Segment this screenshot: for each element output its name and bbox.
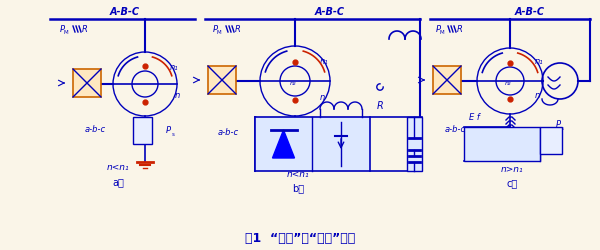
- Text: n<n₁: n<n₁: [287, 170, 310, 179]
- Bar: [540, 128, 562, 154]
- Bar: [407, 118, 422, 171]
- Text: M: M: [64, 30, 68, 35]
- Text: n: n: [320, 93, 325, 102]
- Text: n₁: n₁: [170, 63, 179, 72]
- Text: n: n: [535, 91, 540, 100]
- Text: n>n₁: n>n₁: [500, 165, 523, 174]
- Text: R: R: [235, 26, 241, 34]
- Text: E f: E f: [469, 113, 479, 122]
- Text: 图1  “单馈”与“双馈”电机: 图1 “单馈”与“双馈”电机: [245, 232, 355, 244]
- Text: A-B-C: A-B-C: [315, 7, 345, 17]
- Text: A-B-C: A-B-C: [110, 7, 140, 17]
- Text: n<n₁: n<n₁: [107, 163, 130, 172]
- Text: a-b-c: a-b-c: [217, 128, 239, 137]
- Text: s: s: [172, 132, 175, 137]
- Text: R: R: [377, 100, 383, 110]
- Text: P: P: [166, 126, 170, 135]
- Text: a-b-c: a-b-c: [445, 125, 466, 134]
- Text: P: P: [556, 120, 560, 129]
- Text: A-B-C: A-B-C: [515, 7, 545, 17]
- Text: s: s: [560, 125, 563, 130]
- Bar: [208, 67, 236, 94]
- Text: R: R: [457, 26, 463, 34]
- Text: a-b-c: a-b-c: [85, 125, 106, 134]
- Text: n₁: n₁: [535, 57, 544, 66]
- Text: P: P: [212, 26, 218, 34]
- Text: P: P: [436, 26, 440, 34]
- Text: n₁: n₁: [320, 57, 329, 66]
- Bar: [433, 67, 461, 94]
- Text: R: R: [82, 26, 88, 34]
- Bar: [255, 118, 370, 171]
- Bar: [464, 128, 540, 161]
- Text: M: M: [217, 30, 221, 35]
- Text: n₂: n₂: [505, 81, 511, 86]
- Text: n: n: [175, 91, 180, 100]
- Text: P: P: [59, 26, 65, 34]
- Text: c）: c）: [506, 177, 518, 187]
- Text: a）: a）: [112, 176, 124, 186]
- Text: n₂: n₂: [290, 81, 296, 86]
- Bar: [73, 70, 101, 98]
- Text: M: M: [440, 30, 445, 35]
- Polygon shape: [272, 130, 295, 158]
- Text: b）: b）: [292, 182, 304, 192]
- Bar: [133, 118, 152, 144]
